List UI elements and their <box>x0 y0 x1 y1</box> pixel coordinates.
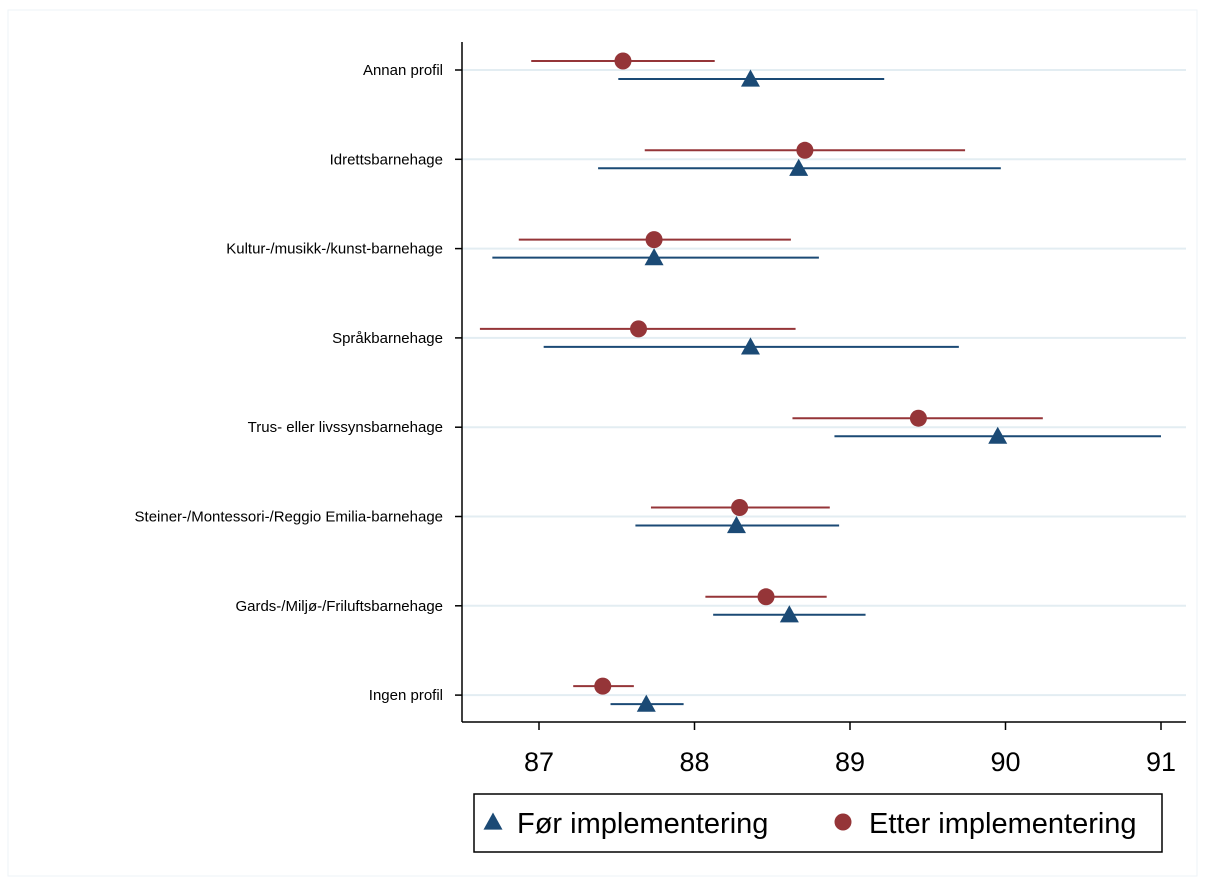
circle-marker <box>796 141 814 159</box>
circle-marker <box>630 320 648 338</box>
x-tick-label: 91 <box>1146 747 1176 777</box>
category-label: Ingen profil <box>369 687 443 704</box>
x-tick-label: 87 <box>524 747 554 777</box>
axes <box>455 42 1186 730</box>
category-label: Idrettsbarnehage <box>330 151 443 168</box>
category-labels: Annan profil Idrettsbarnehage Kultur-/musi… <box>135 62 443 704</box>
triangle-marker <box>779 605 799 623</box>
grid-lines <box>462 69 1186 697</box>
circle-marker <box>909 409 927 427</box>
category-label: Annan profil <box>363 62 443 79</box>
circle-marker <box>594 677 612 695</box>
triangle-marker <box>988 426 1008 444</box>
x-tick-label: 88 <box>679 747 709 777</box>
category-label: Steiner-/Montessori-/Reggio Emilia-barne… <box>135 509 443 526</box>
triangle-marker <box>789 158 809 176</box>
legend-label: Før implementering <box>517 808 768 840</box>
legend-box <box>473 793 1163 853</box>
legend-marker <box>483 812 503 830</box>
category-label: Gards-/Miljø-/Friluftsbarnehage <box>235 598 443 615</box>
legend-marker <box>834 813 852 831</box>
category-label: Kultur-/musikk-/kunst-barnehage <box>226 241 443 258</box>
x-tick-label: 89 <box>835 747 865 777</box>
x-tick-labels: 87 88 89 90 91 <box>524 747 1176 777</box>
point-estimates <box>594 52 1008 712</box>
triangle-marker <box>726 516 746 534</box>
triangle-marker <box>644 248 664 266</box>
triangle-marker <box>740 337 760 355</box>
circle-marker <box>757 588 775 606</box>
category-label: Trus- eller livssynsbarnehage <box>248 419 443 436</box>
triangle-marker <box>740 69 760 87</box>
triangle-marker <box>636 694 656 712</box>
circle-marker <box>614 52 632 70</box>
category-label: Språkbarnehage <box>332 330 443 347</box>
legend-label: Etter implementering <box>869 808 1137 840</box>
circle-marker <box>731 499 749 516</box>
x-tick-label: 90 <box>990 747 1020 777</box>
circle-marker <box>645 231 663 249</box>
legend: Før implementering Etter implementering <box>473 793 1163 853</box>
